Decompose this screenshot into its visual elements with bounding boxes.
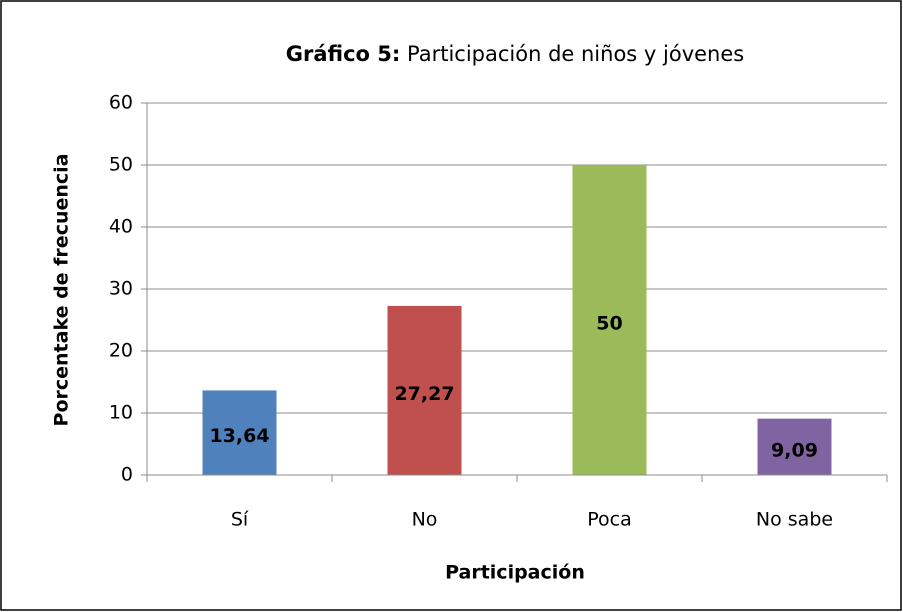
data-label: 13,64 [209,425,269,447]
bar [202,390,277,475]
bar [757,418,832,475]
x-axis-title: Participación [445,562,585,584]
y-tick-label: 10 [109,402,133,424]
data-label: 27,27 [394,383,454,405]
chart-title: Gráfico 5: Participación de niños y jóve… [286,42,744,66]
y-axis-title: Porcentake de frecuencia [51,154,73,427]
y-tick-label: 20 [109,340,133,362]
bar [387,305,462,475]
data-label: 50 [596,313,622,335]
x-tick-label: No sabe [756,509,833,531]
y-tick-label: 50 [109,154,133,176]
y-tick-label: 40 [109,216,133,238]
x-tick-label: Sí [231,509,249,531]
bar [572,165,647,475]
x-tick-label: Poca [587,509,632,531]
data-label: 9,09 [771,439,818,461]
y-tick-label: 60 [109,92,133,114]
y-tick-label: 0 [121,464,133,486]
y-tick-label: 30 [109,278,133,300]
title-text: Participación de niños y jóvenes [407,42,744,66]
title-bold: Gráfico 5: [286,42,401,66]
x-tick-label: No [412,509,438,531]
